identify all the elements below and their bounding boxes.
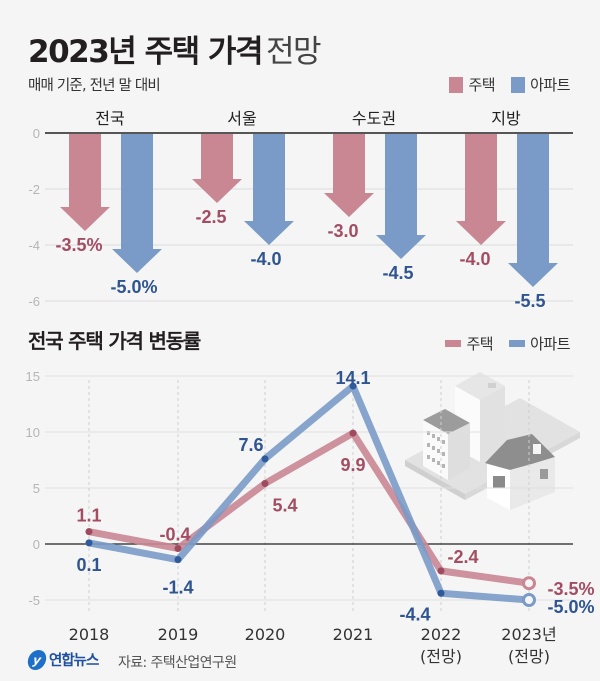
title-light: 전망 xyxy=(265,34,322,70)
y-tick-label: -2 xyxy=(28,182,40,197)
value-label-house: -2.5 xyxy=(195,207,226,227)
value-label-apartment: -1.4 xyxy=(162,578,193,598)
x-tick-label: 2018 xyxy=(69,625,110,644)
legend-label-house: 주택 xyxy=(466,335,494,353)
x-tick-label: 2020 xyxy=(245,625,286,644)
value-label-apartment: -4.0 xyxy=(250,249,281,269)
value-label-house: -3.5% xyxy=(55,235,102,255)
data-point-house xyxy=(437,567,445,575)
line-house xyxy=(85,429,533,587)
logo: y 연합뉴스 xyxy=(26,649,99,670)
data-point-apartment xyxy=(174,556,182,564)
x-tick-label: (전망) xyxy=(420,647,462,666)
category-label: 수도권 xyxy=(352,109,396,128)
legend-swatch-house xyxy=(445,340,462,347)
arrow-bar-chart: 0 -2 -4 -6 전국 -3.5% -5.0% 서울 -2.5 -4.0 수도권 -3.0 -4.5… xyxy=(28,109,573,311)
value-label-apartment: 14.1 xyxy=(335,368,370,388)
legend-label-house: 주택 xyxy=(468,76,496,94)
data-point-house xyxy=(85,528,93,536)
value-label-apartment: 7.6 xyxy=(238,435,263,455)
legend-item-house: 주택 xyxy=(449,74,496,95)
buildings-illustration xyxy=(405,372,580,510)
yonhap-logo-icon: y xyxy=(26,649,48,670)
value-label-apartment: -4.5 xyxy=(382,263,413,283)
forecast-point-apartment xyxy=(522,593,536,607)
x-tick-label: 2021 xyxy=(333,625,374,644)
forecast-point-house xyxy=(522,576,536,591)
line-chart: 15 10 5 0 -5 1.1 -0.4 5.4 9.9 -2.4 -3.5% 0.1 -1.4 7.6… xyxy=(26,368,595,666)
y-tick-label: 15 xyxy=(26,369,40,384)
arrow-bar-house xyxy=(60,134,110,231)
legend-item-apartment: 아파트 xyxy=(511,74,570,95)
line-apartment xyxy=(85,382,533,604)
value-label-house: 9.9 xyxy=(340,455,365,475)
y-tick-label: 10 xyxy=(26,425,40,440)
legend-swatch-apartment xyxy=(509,340,526,347)
legend-bottom: 주택 아파트 xyxy=(429,333,570,354)
category-label: 전국 xyxy=(95,109,124,128)
value-label-apartment: -4.4 xyxy=(399,604,430,624)
value-label-house: -0.4 xyxy=(159,524,190,544)
arrow-bar-house xyxy=(192,134,242,203)
section-title: 전국 주택 가격 변동률 xyxy=(28,329,201,353)
arrow-bar-house xyxy=(324,134,374,217)
legend-label-apartment: 아파트 xyxy=(530,335,570,353)
y-tick-label: 0 xyxy=(33,126,40,141)
title-bold: 2023년 주택 가격 xyxy=(28,34,263,70)
data-point-apartment xyxy=(85,539,93,547)
legend-item-house: 주택 xyxy=(445,333,494,354)
legend-label-apartment: 아파트 xyxy=(530,76,570,94)
y-tick-label: -6 xyxy=(28,294,40,309)
data-point-house xyxy=(174,544,182,552)
arrow-bar-apartment xyxy=(112,134,162,273)
value-label-house: -4.0 xyxy=(459,249,490,269)
data-point-house xyxy=(349,429,357,437)
value-label-apartment: -5.5 xyxy=(514,291,545,311)
logo-text: 연합뉴스 xyxy=(49,653,99,669)
legend-item-apartment: 아파트 xyxy=(509,333,570,354)
source-note: 자료: 주택산업연구원 xyxy=(118,655,237,671)
value-label-house: 1.1 xyxy=(76,506,101,526)
value-label-house: 5.4 xyxy=(272,496,297,516)
subtitle: 매매 기준, 전년 말 대비 xyxy=(28,78,161,94)
value-label-apartment: -5.0% xyxy=(547,597,594,617)
y-tick-label: -4 xyxy=(28,238,40,253)
y-tick-label: -5 xyxy=(28,593,40,608)
y-tick-label: 0 xyxy=(33,537,40,552)
value-label-apartment: 0.1 xyxy=(76,555,101,575)
arrow-bar-apartment xyxy=(376,134,426,259)
legend-swatch-house xyxy=(449,76,464,93)
value-label-house: -2.4 xyxy=(447,547,478,567)
x-tick-label: (전망) xyxy=(508,647,550,666)
arrow-bar-apartment xyxy=(244,134,294,245)
data-point-apartment xyxy=(261,455,269,463)
category-label: 서울 xyxy=(227,109,256,128)
value-label-apartment: -5.0% xyxy=(110,277,157,297)
category-label: 지방 xyxy=(491,109,521,128)
data-point-house xyxy=(261,480,269,488)
x-tick-label: 2022 xyxy=(421,625,462,644)
y-tick-label: 5 xyxy=(33,481,40,496)
x-tick-label: 2019 xyxy=(158,625,199,644)
legend-top: 주택 아파트 xyxy=(433,74,570,95)
data-point-apartment xyxy=(437,589,445,597)
page-title: 2023년 주택 가격 전망 xyxy=(28,26,322,71)
arrow-bar-house xyxy=(456,134,506,245)
value-label-house: -3.0 xyxy=(327,221,358,241)
legend-swatch-apartment xyxy=(511,76,526,93)
x-tick-label: 2023년 xyxy=(501,625,556,644)
value-label-house: -3.5% xyxy=(547,579,594,599)
arrow-bar-apartment xyxy=(508,134,558,287)
data-point-apartment xyxy=(349,382,357,390)
